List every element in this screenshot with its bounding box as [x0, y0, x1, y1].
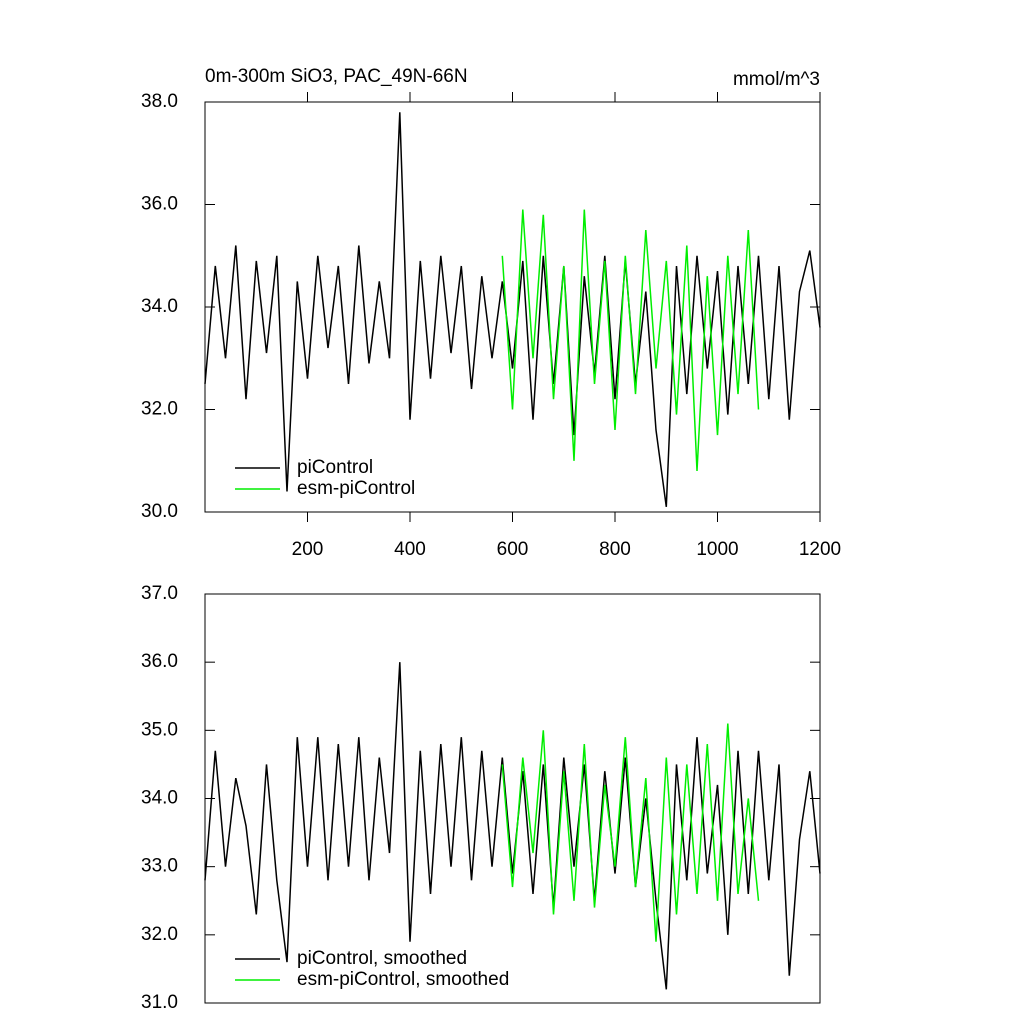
y-tick-label: 32.0 — [141, 924, 178, 945]
y-tick-label: 33.0 — [141, 856, 178, 877]
series-line — [204, 662, 821, 990]
y-tick-label: 32.0 — [141, 399, 178, 420]
y-tick-label: 35.0 — [141, 719, 178, 740]
series-line — [501, 209, 760, 472]
chart-title: 0m-300m SiO3, PAC_49N-66N — [205, 66, 468, 87]
legend-label: piControl — [297, 457, 373, 478]
y-tick-label: 36.0 — [141, 651, 178, 672]
x-tick-label: 600 — [497, 539, 529, 560]
x-tick-label: 800 — [599, 539, 631, 560]
y-tick-label: 34.0 — [141, 788, 178, 809]
y-tick-label: 38.0 — [141, 91, 178, 112]
x-tick-label: 200 — [292, 539, 324, 560]
y-tick-label: 34.0 — [141, 296, 178, 317]
plot-frame — [204, 593, 821, 1004]
y-tick-label: 36.0 — [141, 194, 178, 215]
y-tick-label: 30.0 — [141, 501, 178, 522]
y-tick-label: 31.0 — [141, 992, 178, 1013]
x-tick-label: 400 — [394, 539, 426, 560]
legend-label: esm-piControl — [297, 478, 415, 499]
legend-label: esm-piControl, smoothed — [297, 969, 509, 990]
x-tick-label: 1000 — [696, 539, 738, 560]
series-line — [204, 112, 821, 507]
y-tick-label: 37.0 — [141, 583, 178, 604]
legend-label: piControl, smoothed — [297, 948, 467, 969]
units-label: mmol/m^3 — [733, 69, 820, 90]
x-tick-label: 1200 — [799, 539, 841, 560]
series-line — [501, 723, 760, 942]
plot-frame — [204, 101, 821, 513]
